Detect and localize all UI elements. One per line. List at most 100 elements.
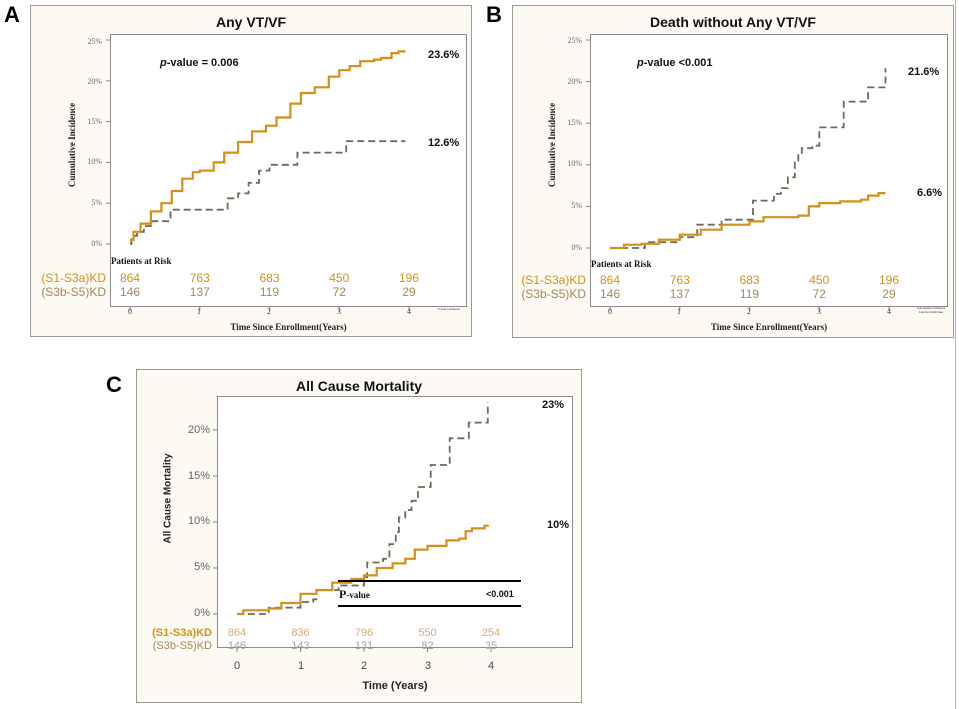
panel-c-ytick: 15% [187,470,210,482]
panel-c-pvalue-table-bottom-rule [338,605,521,607]
panel-b-plot-area [590,34,948,307]
panel-a-risk-group1-label: (S1-S3a)KD [41,271,106,285]
panel-c-risk-group1-value: 550 [418,627,437,639]
panel-c-series-group1-line [237,524,489,616]
panel-a-risk-group2-value: 137 [189,285,210,299]
panel-a-risk-group1-value: 450 [329,271,350,285]
panel-a-end-label-group2: 12.6% [428,137,460,149]
panel-b-risk-header: Patients at Risk [591,259,652,269]
panel-b-title: Death without Any VT/VF [650,14,816,30]
panel-b-xtick: 1 [677,307,681,316]
p-value-text: -value = 0.006 [166,57,239,69]
p-value-text: -value <0.001 [643,57,713,69]
panel-a-risk-group2-value: 119 [259,285,280,299]
panel-c-title: All Cause Mortality [295,378,423,394]
panel-a-risk-group2-value: 146 [119,285,141,299]
panel-c-ytick: 20% [187,424,210,436]
panel-a-ytick: 15% [87,117,102,126]
panel-a-risk-group1-value: 196 [398,271,420,285]
panel-a-xtick: 2 [267,307,271,316]
panel-c-pvalue-table-top-rule [338,580,521,582]
panel-b-series-group2-line [610,68,887,249]
panel-b-ytick: 20% [567,77,582,86]
panel-b-risk-group2-value: 137 [669,287,690,301]
panel-a-risk-group2-value: 29 [402,285,416,299]
panel-b-ytick: 15% [567,118,582,127]
panel-b-risk-group1-value: 683 [739,273,760,287]
panel-b-xtick: 4 [887,307,891,316]
panel-c-xlabel: Time (Years) [362,680,428,692]
panel-b-risk-group2-value: 119 [739,287,760,301]
panel-a-xtick: 1 [197,307,201,316]
panel-c-risk-group1-value: 836 [291,627,310,639]
p-symbol: p [160,57,167,69]
panel-a-risk-header: Patients at Risk [111,256,172,266]
panel-c-xtick: 4 [487,660,495,672]
panel-a-risk-group2-value: 72 [332,285,346,299]
panel-a-p-value: p-value = 0.006 [160,57,239,69]
panel-c-end-label-group2: 23% [542,399,565,411]
panel-a-series-group1-line [130,50,406,241]
panel-c-xtick: 2 [360,660,368,672]
panel-b-ytick: 10% [567,159,582,168]
panel-letter-a: A [4,2,20,27]
panel-a-risk-group2-label: (S3b-S5)KD [41,285,106,299]
panel-b-risk-group1-value: 450 [809,273,830,287]
panel-c-end-label-group1: 10% [547,519,570,531]
p-value-name: -value [346,590,370,600]
panel-b-risk-group2-label: (S3b-S5)KD [521,287,586,301]
panel-c-xtick: 1 [297,660,305,672]
panel-b-ytick: 5% [571,201,582,210]
panel-c-xtick: 3 [424,660,432,672]
panel-c-risk-group2-value: 82 [421,640,434,652]
panel-c-risk-group1-value: 796 [354,627,374,639]
panel-b-risk-group1-value: 763 [669,273,690,287]
panel-a-ytick: 5% [91,198,102,207]
panel-b-risk-group2-value: 146 [599,287,621,301]
panel-b-series-group1-line [610,192,886,250]
panel-a-ytick: 0% [91,239,102,248]
panel-c-p-value-label: P-value [339,587,370,602]
panel-b-end-label-group2: 21.6% [908,66,940,78]
panel-c-risk-group1-value: 864 [227,627,247,639]
panel-c-ytick: 0% [194,607,210,619]
panel-letter-c: C [106,372,122,397]
panel-c-risk-group2-value: 146 [227,640,247,652]
panel-letter-b: B [486,2,502,27]
p-symbol: p [637,57,644,69]
panel-c-risk-group2-value: 143 [291,640,310,652]
panel-a-ytick: 25% [87,37,102,46]
panel-c-risk-group2-value: 131 [354,640,374,652]
panel-c-risk-group1-label: (S1-S3a)KD [152,627,212,639]
panel-c-ytick: 5% [194,561,210,573]
panel-c-ytick: 10% [187,515,210,527]
panel-c-risk-group2-value: 35 [484,640,498,652]
panel-c-risk-group2-label: (S3b-S5)KD [152,640,212,652]
panel-a-risk-group1-value: 763 [189,271,210,285]
panel-b-xtick: 2 [747,307,751,316]
panel-b-footnote: Cumulative Incidence Function Estimate [916,306,946,314]
panel-b-risk-group1-label: (S1-S3a)KD [521,273,586,287]
panel-a-xtick: 0 [128,307,132,316]
panel-c-series-group2-line [237,402,489,615]
panel-c-xtick: 0 [233,660,241,672]
panel-a-xlabel: Time Since Enrollment(Years) [230,322,347,332]
panel-b-risk-group1-value: 864 [599,273,621,287]
panel-b-xtick: 0 [608,307,612,316]
panel-b-xlabel: Time Since Enrollment(Years) [710,322,828,332]
p-symbol: P [339,587,347,601]
panel-a-end-label-group1: 23.6% [428,49,460,61]
panel-c-risk-group1-value: 254 [481,627,501,639]
panel-b-p-value: p-value <0.001 [637,57,713,69]
panel-a-title: Any VT/VF [215,14,286,30]
panel-b-ytick: 0% [571,243,582,252]
panel-c-p-value: <0.001 [486,589,514,599]
panel-a-xtick: 3 [337,307,341,316]
panel-b-ytick: 25% [567,36,582,45]
panel-a-series-group2-line [130,140,406,245]
page-right-border [955,0,956,709]
panel-a-xtick: 4 [407,307,411,316]
